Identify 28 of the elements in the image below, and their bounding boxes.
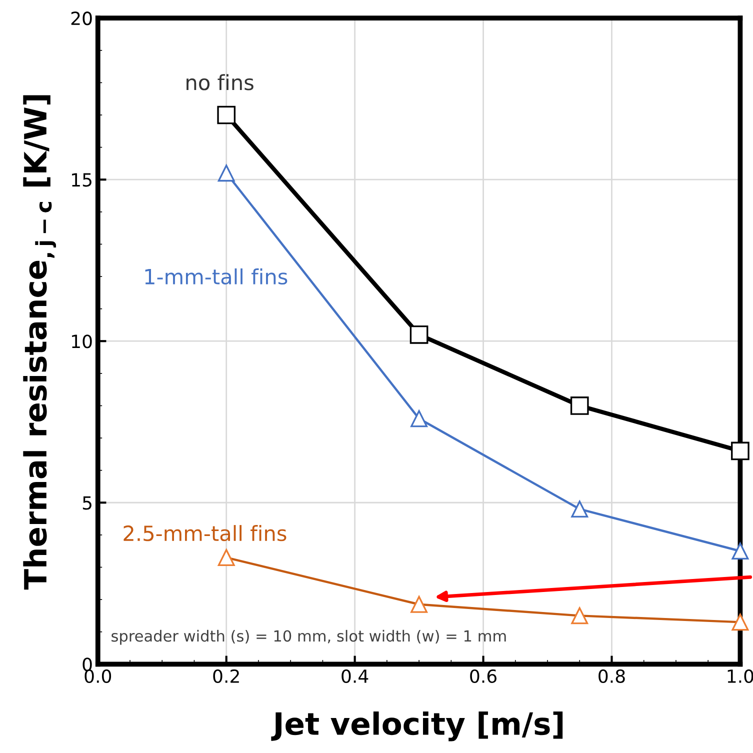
point xyxy=(410,596,428,613)
x-tick-label: 0.6 xyxy=(470,669,496,683)
x-tick-label: 0.4 xyxy=(342,669,368,683)
point xyxy=(571,607,588,624)
x-tick-label: 1.0 xyxy=(728,669,753,683)
point xyxy=(570,396,589,415)
series-label: no fins xyxy=(186,74,254,90)
point xyxy=(732,542,749,560)
y-axis-title: Thermal resistance$_{,j−c}$ [K/W] xyxy=(23,95,56,590)
y-tick-label: 5 xyxy=(82,496,92,510)
y-tick-label: 10 xyxy=(72,334,92,348)
point xyxy=(731,442,750,460)
point xyxy=(217,106,236,124)
series-label: 1-mm-tall fins xyxy=(145,268,288,285)
y-tick-label: 15 xyxy=(72,173,92,187)
x-axis-title: Jet velocity [m/s] xyxy=(271,711,563,742)
point xyxy=(571,500,588,518)
point xyxy=(218,164,235,182)
point xyxy=(410,325,428,344)
x-tick-label: 0.0 xyxy=(84,669,112,683)
y-tick-label: 20 xyxy=(71,12,92,26)
x-tick-label: 0.8 xyxy=(598,669,625,683)
point xyxy=(218,549,235,566)
x-tick-label: 0.2 xyxy=(213,669,239,683)
series-label: 2.5-mm-tall fins xyxy=(124,525,286,542)
annotation: spreader width (s) = 10 mm, slot width (w) = 1 mm xyxy=(112,630,506,645)
point xyxy=(732,614,749,631)
point xyxy=(410,410,428,428)
